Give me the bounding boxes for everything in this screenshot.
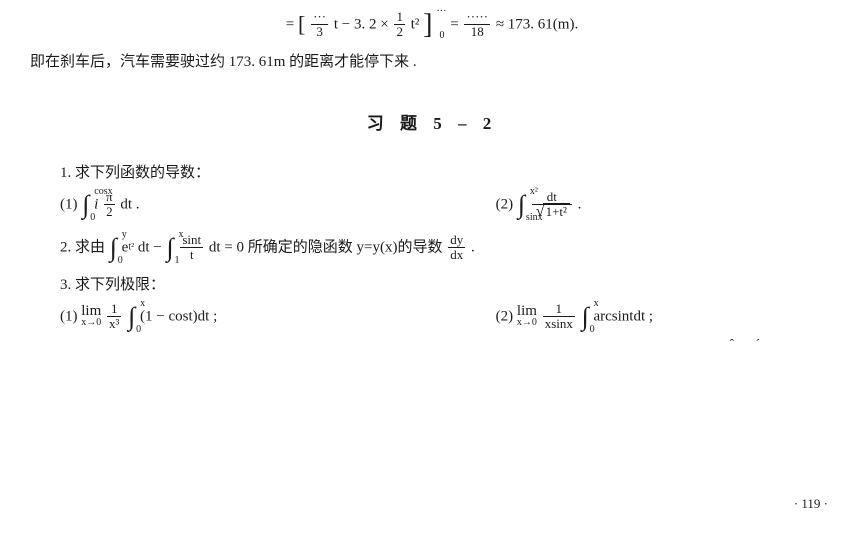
integral-icon: ∫ x 0	[128, 306, 135, 328]
q3-p2-lim: lim	[517, 305, 537, 317]
page-number: · 119 ·	[794, 496, 828, 512]
minus-part: − 3. 2 ×	[342, 17, 393, 33]
q1-p2-tail: .	[578, 197, 582, 213]
integral-icon: ∫ x² sinx	[518, 194, 525, 216]
bracket-right: ] ··· 0	[423, 14, 446, 36]
bracket-left: [	[298, 12, 305, 37]
sqrt-icon: 1+t²	[534, 205, 570, 219]
q2-dydx-den: dx	[448, 248, 465, 262]
q3-p1-frac-num: 1	[107, 302, 121, 317]
q1-p1-label: (1)	[60, 197, 81, 213]
q1-p1-i: i	[94, 197, 98, 213]
q1-item1: (1) ∫ cosx 0 i π 2 dt .	[60, 190, 496, 219]
q1-p1-den: 2	[104, 205, 115, 219]
page: = [ ··· 3 t − 3. 2 × 1 2 t² ] ··· 0 = ··…	[0, 0, 864, 540]
q3-item1: (1) lim x→0 1 x³ ∫ x 0 (1 − cost)dt ;	[60, 302, 496, 331]
frac-b-num: 1	[394, 10, 405, 25]
equation-top: = [ ··· 3 t − 3. 2 × 1 2 t² ] ··· 0 = ··…	[26, 10, 838, 39]
q3-p1-sub: x→0	[81, 317, 101, 329]
q2-tail: .	[471, 240, 475, 256]
integral-icon: ∫ x 0	[582, 306, 589, 328]
q2-stem-a: 2. 求由	[60, 240, 105, 256]
q1-p1-tail: dt .	[120, 197, 139, 213]
q2-dydx-num: dy	[448, 233, 465, 248]
integral-icon: ∫ cosx 0	[82, 194, 89, 216]
bracket-right-glyph: ]	[423, 9, 432, 40]
frac-b-den: 2	[394, 25, 405, 39]
q2-int2-den: t	[180, 248, 203, 262]
frac-a-num: ···	[311, 10, 328, 25]
integral-icon: ∫ x 1	[166, 237, 173, 259]
q1-p2-den-inner: 1+t²	[543, 203, 570, 219]
frac-rhs-den: 18	[464, 25, 490, 39]
q3-p1-lim: lim	[81, 305, 101, 317]
q3-items: (1) lim x→0 1 x³ ∫ x 0 (1 − cost)dt ; (2…	[26, 302, 838, 331]
var-t: t	[334, 17, 338, 33]
frac-b: 1 2	[392, 10, 407, 39]
integral-icon: ∫ y 0	[110, 237, 117, 259]
q2-dydx: dy dx	[446, 233, 467, 262]
q3-p2-frac-num: 1	[543, 302, 575, 317]
q3-item2: (2) lim x→0 1 xsinx ∫ x 0 arcsintdt ;	[496, 302, 838, 331]
q3-p2-body: arcsintdt ;	[593, 309, 653, 325]
q3-p2-sub: x→0	[517, 317, 537, 329]
q2-int1-exp: t²	[128, 242, 134, 253]
annotation-slash: ˊ	[756, 336, 760, 352]
q2: 2. 求由 ∫ y 0 et² dt − ∫ x 1 sint t dt = 0…	[26, 233, 838, 262]
q2-int1-dt: dt −	[138, 240, 166, 256]
q2-int2-num: sint	[180, 233, 203, 248]
q3-p1-body: (1 − cost)dt ;	[140, 309, 217, 325]
q1-stem: 1. 求下列函数的导数：	[26, 162, 838, 184]
q3-p2-frac: 1 xsinx	[541, 302, 577, 331]
eq-open: =	[286, 17, 294, 33]
frac-rhs: ····· 18	[462, 10, 492, 39]
q1-items: (1) ∫ cosx 0 i π 2 dt . (2) ∫ x² sinx dt…	[26, 190, 838, 219]
annotation-caret: ˆ	[730, 336, 734, 352]
limit-icon: lim x→0	[81, 305, 101, 329]
q3-p1-frac-den: x³	[107, 317, 121, 331]
eq2: =	[450, 17, 462, 33]
q3-p1-frac: 1 x³	[105, 302, 123, 331]
q3-stem: 3. 求下列极限：	[26, 274, 838, 296]
q2-int2-dt: dt = 0 所确定的隐函数 y=y(x)的导数	[209, 240, 443, 256]
q1-p2-den: 1+t²	[532, 205, 572, 219]
q3-p2-label: (2)	[496, 309, 517, 325]
frac-rhs-num: ·····	[464, 10, 490, 25]
q3-p2-frac-den: xsinx	[543, 317, 575, 331]
limit-icon: lim x→0	[517, 305, 537, 329]
frac-a: ··· 3	[309, 10, 330, 39]
paragraph-1: 即在刹车后，汽车需要驶过约 173. 61m 的距离才能停下来 .	[26, 51, 838, 73]
q1-item2: (2) ∫ x² sinx dt 1+t² .	[496, 190, 838, 219]
q3-p1-label: (1)	[60, 309, 81, 325]
section-title: 习 题 5 – 2	[26, 109, 838, 134]
q1-p2-label: (2)	[496, 197, 517, 213]
frac-a-den: 3	[311, 25, 328, 39]
approx-value: ≈ 173. 61(m).	[496, 17, 578, 33]
t-squared: t²	[411, 17, 420, 33]
